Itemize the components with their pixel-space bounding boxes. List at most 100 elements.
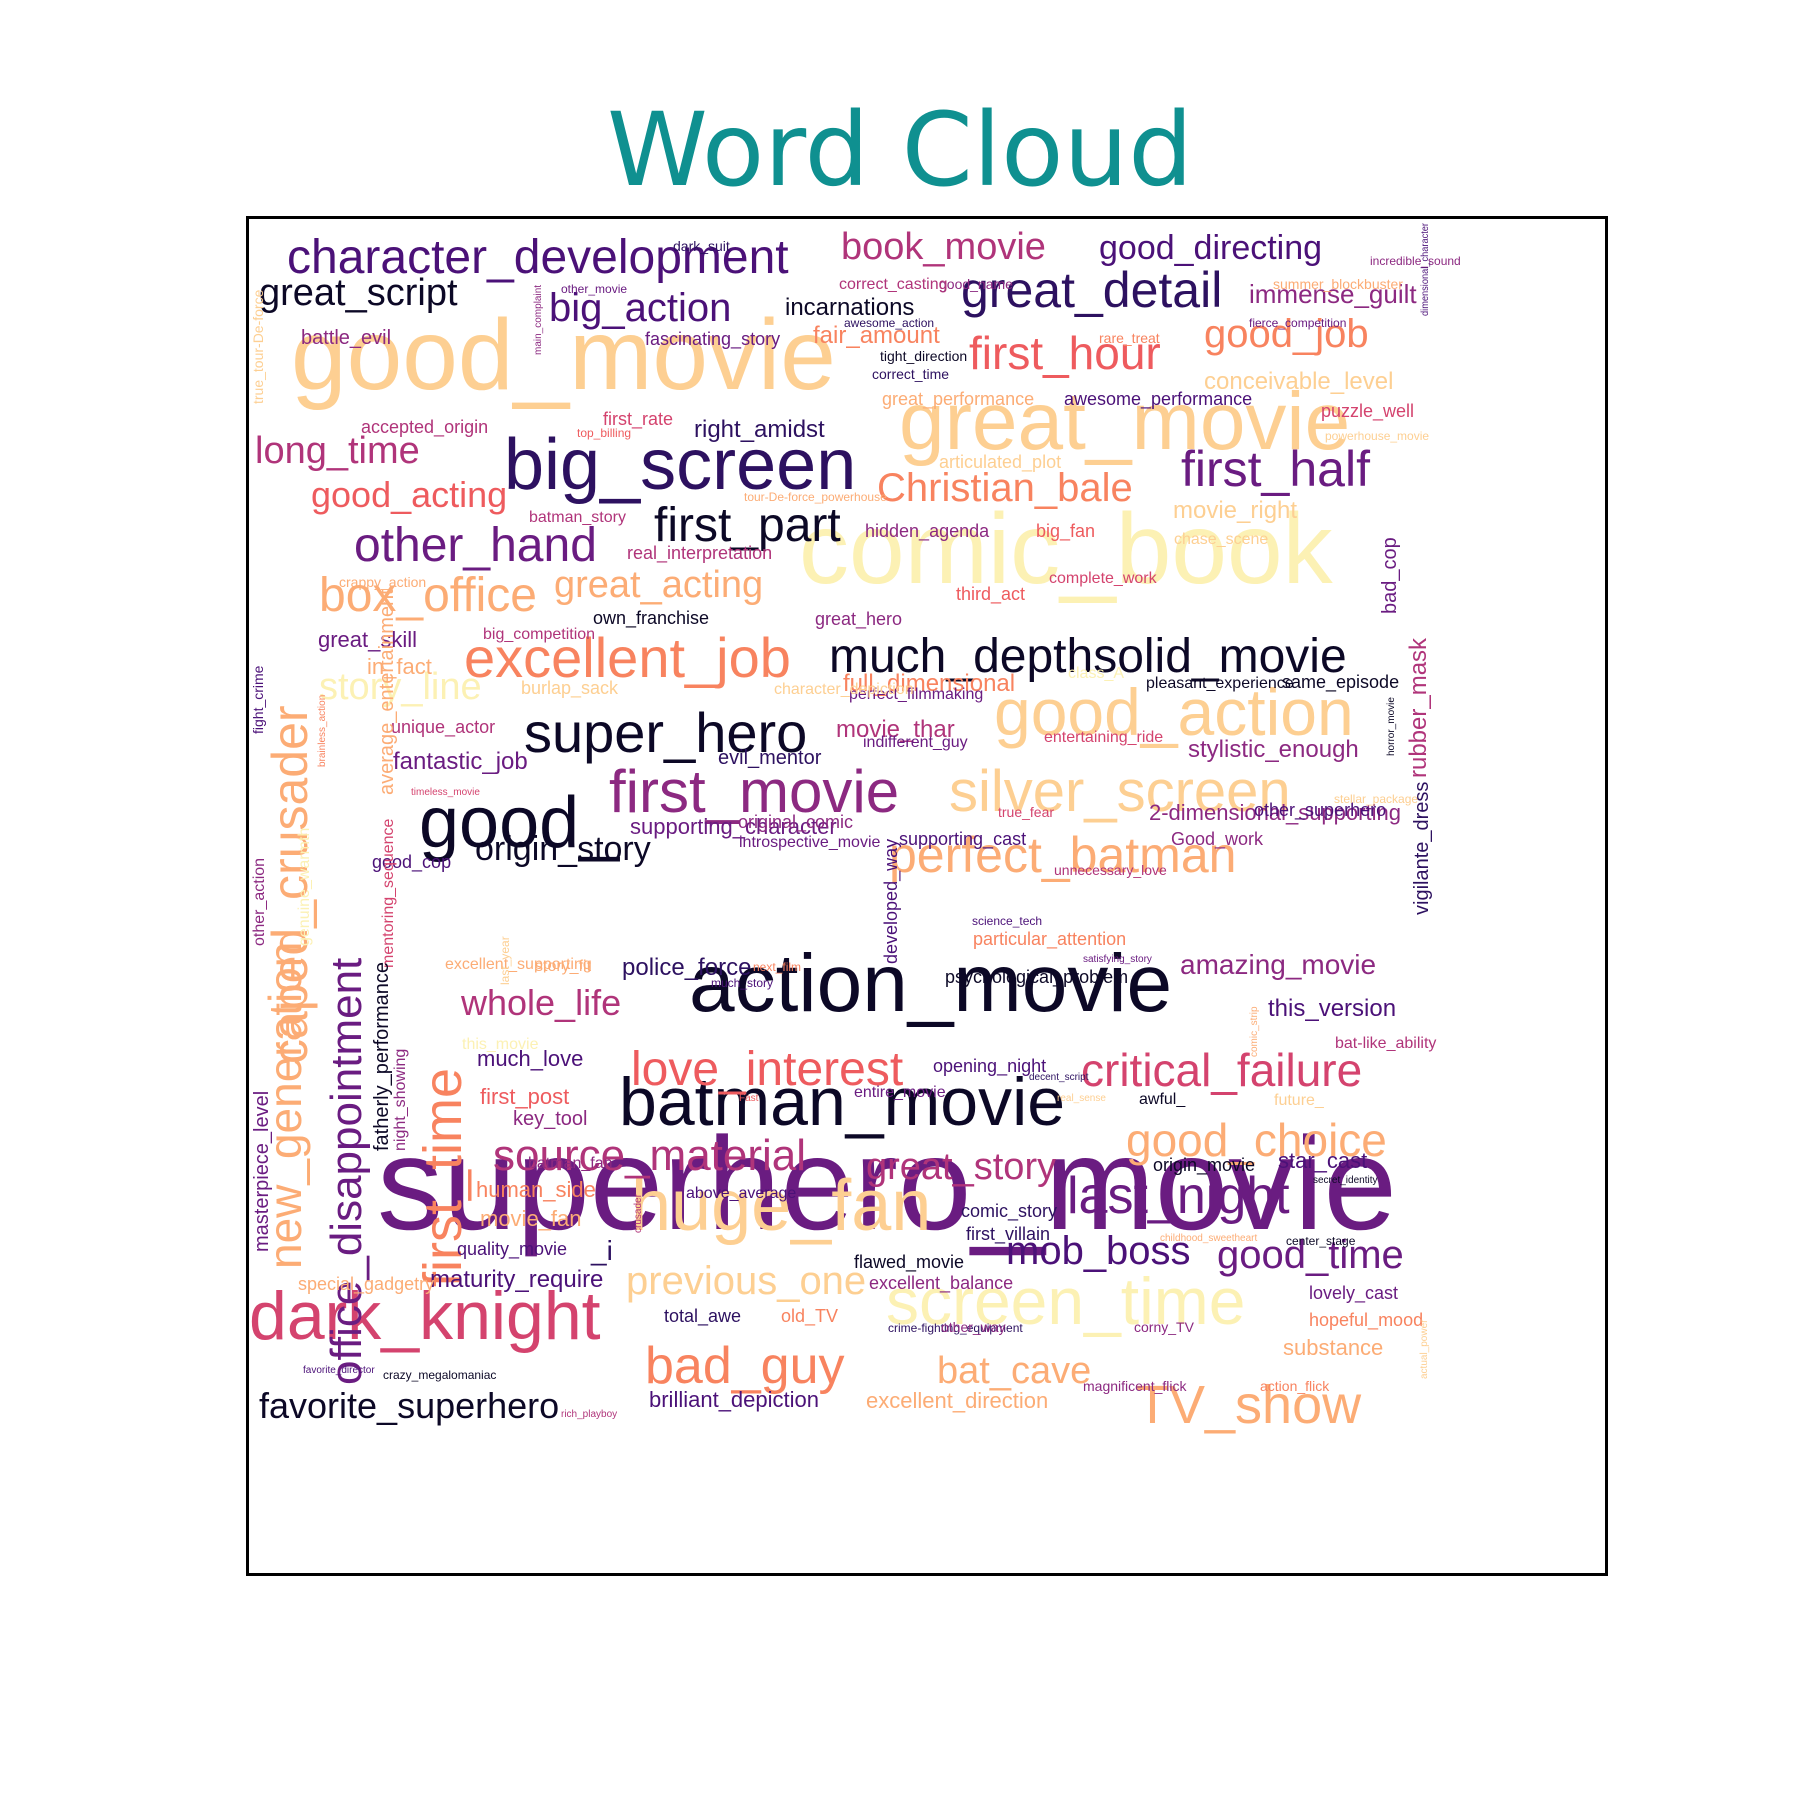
word-genuine-warmth: genuine_warmth — [296, 828, 313, 946]
word-real-sense: real_sense — [1057, 1093, 1106, 1104]
word-original-comic: original_comic — [738, 812, 853, 833]
word-screen-time: screen_time — [886, 1264, 1246, 1338]
word-2-dimensional-supporting: 2-dimensional_supporting — [1149, 800, 1401, 825]
word-good-movie: good_movie — [291, 299, 836, 411]
word-corny-tv: corny_TV — [1134, 1319, 1195, 1335]
word-character-development: character_development — [287, 231, 789, 284]
word-true-fear: true_fear — [998, 804, 1054, 820]
word-silver-screen: silver_screen — [949, 759, 1291, 824]
word-good-name: good_name — [939, 276, 1013, 292]
word-rubber-mask: rubber_mask — [1405, 637, 1432, 778]
word-indifferent-guy: indifferent_guy — [863, 734, 968, 751]
word-much-love: much_love — [477, 1046, 583, 1071]
word-much-depthsolid-movie: much_depthsolid_movie — [829, 630, 1347, 683]
word-entertaining-ride: entertaining_ride — [1044, 729, 1163, 746]
word-brainless-action: brainless_action — [317, 695, 328, 767]
word-burlap-sack: burlap_sack — [521, 678, 619, 699]
word-incarnations: incarnations — [785, 294, 914, 321]
word-special-gadgetry: special_gadgetry — [298, 1274, 434, 1295]
word-movie-fan: movie_fan — [480, 1206, 582, 1231]
word-good-choice: good_choice — [1126, 1114, 1387, 1166]
word-powerhouse-movie: powerhouse_movie — [1325, 429, 1429, 443]
word-dark-knight: dark_knight — [249, 1278, 601, 1354]
word-own-franchise: own_franchise — [593, 608, 709, 629]
word-big-competition: big_competition — [483, 626, 595, 643]
word-masterpiece-level: masterpiece_level — [251, 1091, 273, 1252]
word-dimensional-character: dimensional_character — [1420, 222, 1431, 316]
word-puzzle-well: puzzle_well — [1321, 401, 1414, 422]
word-source-material: source_material — [493, 1131, 806, 1180]
word-right-amidst: right_amidst — [694, 416, 825, 443]
word-great-performance: great_performance — [882, 389, 1034, 410]
word-favorite-superhero: favorite_superhero — [259, 1385, 559, 1426]
word-story-line: story_line — [319, 666, 482, 708]
word-bat-cave: bat_cave — [937, 1350, 1091, 1392]
word-tour-de-force-powerhouse: tour-De-force_powerhouse — [744, 490, 887, 504]
word-first-post: first_post — [480, 1084, 569, 1109]
word-unique-actor: unique_actor — [391, 717, 495, 738]
word-action-flick: action_flick — [1260, 1378, 1330, 1394]
word-good-work: Good_work — [1171, 829, 1264, 850]
word-total-awe: total_awe — [664, 1306, 741, 1327]
word-great-hero: great_hero — [815, 609, 902, 630]
word-box-office: box_office — [319, 569, 537, 622]
chart-title: Word Cloud — [607, 91, 1193, 210]
word-introspective-movie: introspective_movie — [739, 834, 881, 851]
word-long-time: long_time — [255, 430, 420, 472]
word-hidden-agenda: hidden_agenda — [865, 521, 990, 542]
word-crazy-megalomaniac: crazy_megalomaniac — [383, 1368, 496, 1382]
word-great-acting: great_acting — [554, 564, 763, 606]
word-excellent-job: excellent_job — [464, 626, 791, 689]
word-decent-script: decent_script — [1029, 1072, 1089, 1083]
word-great-script: great_script — [259, 272, 458, 314]
word-hopeful-mood: hopeful_mood — [1309, 1310, 1423, 1331]
word-excellent-supporting: excellent_supporting — [445, 956, 592, 973]
word-opening-night: opening_night — [933, 1056, 1046, 1077]
word-much-story: much_story — [711, 976, 773, 990]
word-rich-playboy: rich_playboy — [561, 1409, 617, 1420]
word-human-side: human_side — [476, 1177, 596, 1202]
word-awesome-performance: awesome_performance — [1064, 389, 1252, 410]
word-fatherly-performance: fatherly_performance — [371, 962, 393, 1151]
word-developed-way: developed_way — [881, 839, 902, 964]
word-crusader: crusader — [633, 1193, 644, 1233]
word-satisfying-story: satisfying_story — [1083, 954, 1152, 965]
word-brilliant-depiction: brilliant_depiction — [649, 1387, 819, 1412]
word-accepted-origin: accepted_origin — [361, 417, 488, 438]
word-center-stage: center_stage — [1286, 1234, 1356, 1248]
word-same-episode: same_episode — [1282, 672, 1399, 693]
word-first-half: first_half — [1181, 441, 1370, 497]
word-this-movie: this_movie — [462, 1036, 539, 1053]
word-unnecessary-love: unnecessary_love — [1054, 862, 1167, 878]
word-awful: awful_ — [1139, 1091, 1186, 1108]
word-top-billing: top_billing — [577, 426, 631, 440]
word-supporting-cast: supporting_cast — [899, 829, 1026, 850]
word-i: _i — [590, 1235, 613, 1266]
word-perfect-batman: perfect_batman — [889, 827, 1236, 883]
word-dark-suit: dark_suit — [673, 238, 730, 254]
word-bad-guy: bad_guy — [645, 1337, 845, 1395]
word-tight-direction: tight_direction — [880, 348, 967, 364]
word-complete-work: complete_work — [1049, 570, 1158, 587]
word-supporting-character: supporting_character — [630, 814, 837, 839]
word-good-cop: good_cop — [372, 852, 451, 873]
word-good-acting: good_acting — [311, 474, 507, 515]
word-next-film: next_film — [753, 960, 801, 974]
word-good-job: good_job — [1204, 312, 1369, 356]
word-comic-strip: comic_strip — [1249, 1006, 1260, 1057]
word-last-year: last_year — [498, 936, 512, 985]
word-superhero-movie: superhero_movie — [377, 1110, 1397, 1257]
word-old-tv: old_TV — [781, 1306, 838, 1327]
word-flawed-movie: flawed_movie — [854, 1252, 964, 1273]
word-cloud: superhero_movie comic_book good_movieactio… — [249, 222, 1461, 1435]
word-cloud-frame: superhero_movie comic_book good_movie actio… — [246, 216, 1608, 1576]
word-love-interest: love_interest — [631, 1043, 903, 1096]
word-other-way: other_way — [941, 1319, 1006, 1335]
word-pleasant-experience: pleasant_experience — [1146, 675, 1294, 692]
word-correct-time: correct_time — [872, 366, 949, 382]
word-average-entertainment: average_entertainment — [376, 589, 398, 795]
word-actual-power: actual_power — [1419, 1319, 1430, 1379]
word-articulated-plot: articulated_plot — [939, 452, 1061, 473]
word-origin-story: origin_story — [475, 830, 651, 868]
word-other-action: other_action — [251, 858, 268, 946]
